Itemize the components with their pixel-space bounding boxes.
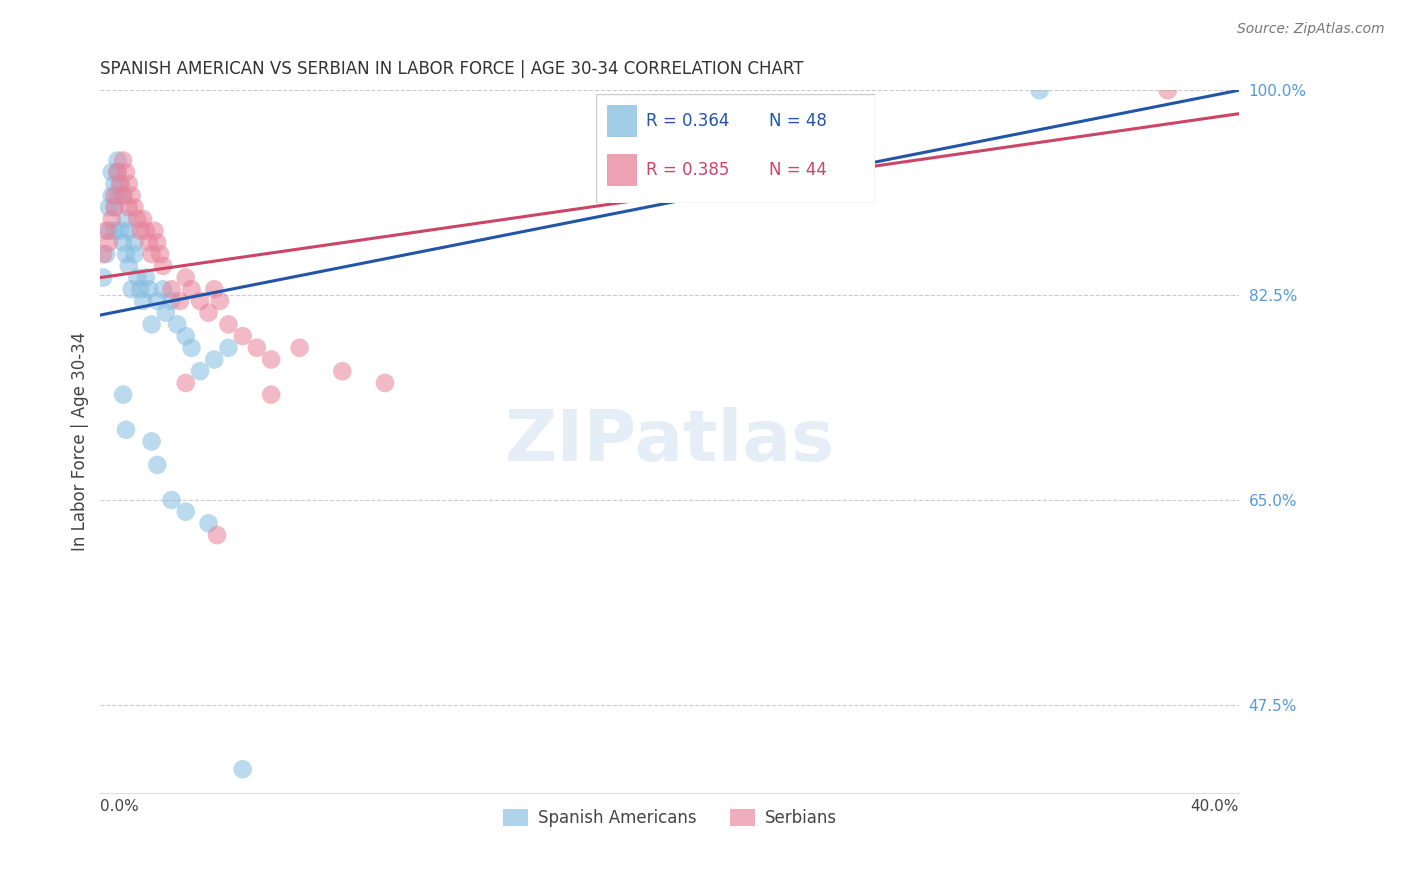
Point (197, 306, 219, 320)
Point (197, 516, 219, 531)
Point (160, 493, 183, 508)
Point (374, 376, 396, 390)
Point (94, 247, 117, 261)
Point (202, 352, 225, 367)
Point (107, 153, 129, 168)
Point (174, 376, 197, 390)
Point (232, 762, 254, 776)
Point (141, 247, 163, 261)
Point (169, 293, 191, 308)
Point (112, 235, 135, 250)
Point (143, 224, 166, 238)
Point (118, 259, 141, 273)
Point (174, 329, 197, 343)
Point (135, 270, 157, 285)
Point (129, 224, 152, 238)
Point (330, 364, 353, 378)
Point (107, 165, 129, 179)
Point (121, 188, 143, 202)
Point (97, 224, 120, 238)
Point (152, 282, 174, 296)
Point (260, 352, 283, 367)
Point (129, 282, 152, 296)
Point (149, 247, 172, 261)
Point (118, 200, 141, 214)
Point (180, 282, 202, 296)
Point (112, 387, 135, 401)
Point (115, 423, 138, 437)
Point (110, 177, 132, 191)
Point (188, 293, 211, 308)
Point (1028, 83, 1050, 97)
Point (160, 293, 183, 308)
Point (112, 153, 135, 168)
Point (166, 318, 188, 332)
Point (141, 434, 163, 449)
Point (124, 200, 146, 214)
Point (217, 341, 239, 355)
Point (208, 293, 231, 308)
Y-axis label: In Labor Force | Age 30-34: In Labor Force | Age 30-34 (72, 332, 89, 551)
Point (135, 224, 157, 238)
Point (121, 282, 143, 296)
Point (132, 293, 155, 308)
Point (115, 247, 138, 261)
Point (91, 270, 114, 285)
Text: ZIPatlas: ZIPatlas (505, 407, 835, 476)
Text: 40.0%: 40.0% (1191, 798, 1239, 814)
Point (107, 188, 129, 202)
Point (124, 247, 146, 261)
Point (124, 235, 146, 250)
Point (103, 224, 125, 238)
Point (188, 364, 211, 378)
Point (110, 177, 132, 191)
Point (97, 235, 120, 250)
Point (100, 212, 122, 227)
Point (146, 293, 169, 308)
Point (246, 341, 269, 355)
Point (112, 188, 135, 202)
Point (118, 177, 141, 191)
Point (103, 200, 125, 214)
Point (100, 188, 122, 202)
Legend: Spanish Americans, Serbians: Spanish Americans, Serbians (496, 802, 844, 833)
Point (174, 270, 197, 285)
Point (288, 341, 311, 355)
Point (205, 528, 228, 542)
Point (103, 200, 125, 214)
Point (110, 224, 132, 238)
Point (112, 188, 135, 202)
Point (127, 212, 149, 227)
Point (115, 165, 138, 179)
Point (138, 282, 160, 296)
Point (1157, 83, 1180, 97)
Point (141, 318, 163, 332)
Point (132, 212, 155, 227)
Text: 0.0%: 0.0% (100, 798, 139, 814)
Point (174, 505, 197, 519)
Point (160, 282, 183, 296)
Point (155, 306, 177, 320)
Point (94, 224, 117, 238)
Point (152, 259, 174, 273)
Point (146, 235, 169, 250)
Point (232, 329, 254, 343)
Point (91, 247, 114, 261)
Point (146, 458, 169, 472)
Point (180, 341, 202, 355)
Point (202, 282, 225, 296)
Point (115, 212, 138, 227)
Text: SPANISH AMERICAN VS SERBIAN IN LABOR FORCE | AGE 30-34 CORRELATION CHART: SPANISH AMERICAN VS SERBIAN IN LABOR FOR… (100, 60, 804, 78)
Point (100, 165, 122, 179)
Point (103, 177, 125, 191)
Point (103, 188, 125, 202)
Point (97, 200, 120, 214)
Point (217, 318, 239, 332)
Point (118, 224, 141, 238)
Point (107, 165, 129, 179)
Point (127, 270, 149, 285)
Text: Source: ZipAtlas.com: Source: ZipAtlas.com (1237, 22, 1385, 37)
Point (138, 235, 160, 250)
Point (260, 387, 283, 401)
